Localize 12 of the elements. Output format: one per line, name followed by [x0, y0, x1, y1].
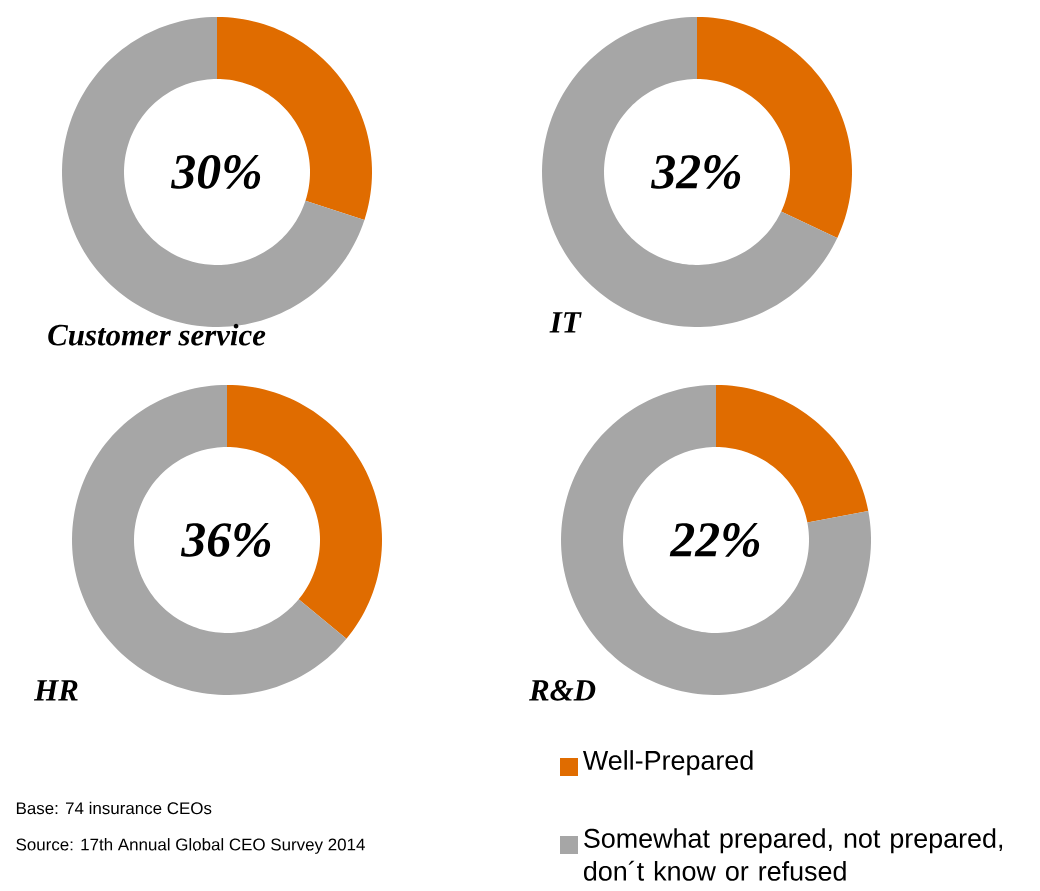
text: Base: 74 insurance CEOs: [16, 801, 212, 815]
text: R&D: [529, 679, 596, 701]
legend-label: Somewhat prepared, not prepared, don´t know or refused: [583, 828, 1003, 881]
text: HR: [33, 680, 78, 701]
text: Customer service: [48, 323, 266, 346]
legend-label: Well-Prepared: [582, 750, 753, 776]
source-note: Source: 17th Annual Global CEO Survey 2014: [16, 838, 365, 854]
text: 22%: [669, 523, 760, 557]
text: 36%: [180, 523, 271, 557]
text: 32%: [650, 155, 741, 189]
text: IT: [549, 312, 582, 333]
text: 30%: [170, 155, 261, 189]
